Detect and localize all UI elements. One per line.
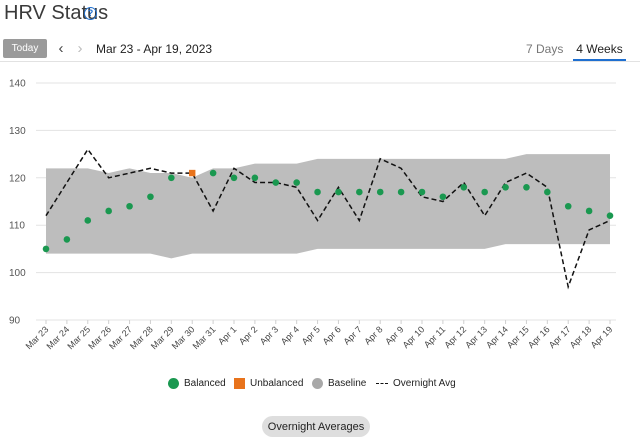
balanced-point [147, 193, 154, 201]
tab-7-days[interactable]: 7 Days [526, 42, 564, 56]
unbalanced-swatch [234, 378, 245, 389]
balanced-point [439, 193, 447, 201]
date-range-label: Mar 23 - Apr 19, 2023 [96, 42, 213, 56]
legend-balanced-label: Balanced [184, 378, 226, 389]
balanced-point [606, 212, 614, 220]
y-tick-label: 100 [9, 268, 26, 279]
balanced-point [481, 188, 488, 196]
x-tick-label: Apr 17 [547, 324, 573, 350]
legend-overnight-avg-label: Overnight Avg [393, 378, 456, 389]
y-tick-label: 130 [9, 126, 26, 137]
balanced-point [335, 188, 342, 196]
overnight-avg-line [45, 148, 611, 290]
x-tick-label: Apr 11 [422, 324, 447, 349]
balanced-point [460, 183, 468, 191]
x-tick-label: Apr 13 [463, 324, 489, 350]
page-title: HRV Status [4, 2, 109, 24]
y-tick-label: 90 [9, 316, 21, 327]
overnight-averages-button[interactable]: Overnight Averages [262, 416, 370, 437]
y-tick-label: 120 [9, 173, 26, 184]
baseline-band [46, 154, 610, 259]
balanced-point [251, 174, 259, 182]
x-tick-label: Mar 31 [191, 324, 218, 351]
x-tick-label: Apr 6 [321, 324, 343, 346]
balanced-point [397, 188, 405, 196]
x-tick-label: Apr 18 [568, 324, 594, 350]
x-tick-label: Apr 12 [442, 324, 468, 350]
chart-legend: Balanced Unbalanced Baseline Overnight A… [0, 378, 640, 394]
help-icon[interactable]: ? [84, 7, 97, 20]
today-button[interactable]: Today [3, 39, 47, 58]
x-tick-label: Apr 2 [237, 324, 259, 346]
x-tick-label: Apr 10 [401, 324, 427, 350]
header-divider [0, 61, 640, 62]
balanced-point [356, 188, 363, 196]
balanced-point [209, 169, 217, 177]
x-tick-label: Apr 7 [341, 324, 363, 346]
balanced-swatch [168, 378, 179, 389]
legend-unbalanced[interactable]: Unbalanced [234, 378, 303, 389]
balanced-point [84, 217, 92, 224]
balanced-point [293, 179, 300, 186]
x-tick-label: Apr 3 [258, 324, 280, 346]
unbalanced-point [189, 169, 196, 177]
legend-balanced[interactable]: Balanced [168, 378, 226, 389]
balanced-point [272, 179, 280, 186]
chevron-right-icon[interactable]: › [77, 40, 83, 57]
legend-baseline-label: Baseline [328, 378, 367, 389]
x-tick-label: Apr 4 [279, 324, 301, 346]
tab-4-weeks[interactable]: 4 Weeks [573, 40, 626, 61]
x-tick-label: Apr 8 [362, 324, 384, 346]
balanced-point [585, 207, 593, 215]
legend-baseline[interactable]: Baseline [312, 378, 366, 389]
y-tick-label: 140 [9, 79, 26, 90]
overnight-avg-swatch [376, 383, 388, 384]
x-tick-label: Apr 19 [589, 324, 615, 350]
balanced-point [314, 188, 321, 196]
chevron-left-icon[interactable]: ‹ [58, 40, 64, 57]
x-tick-label: Apr 14 [484, 324, 510, 350]
x-tick-label: Apr 5 [300, 324, 322, 346]
legend-unbalanced-label: Unbalanced [250, 378, 304, 389]
x-tick-label: Apr 1 [216, 324, 238, 346]
x-tick-label: Apr 15 [505, 324, 531, 350]
balanced-point [168, 174, 175, 182]
baseline-swatch [312, 378, 323, 389]
balanced-point [105, 207, 112, 215]
balanced-point [502, 183, 509, 191]
balanced-point [63, 236, 71, 243]
balanced-point [523, 183, 530, 191]
y-tick-label: 110 [9, 221, 25, 232]
balanced-point [418, 188, 426, 196]
balanced-point [42, 245, 50, 253]
legend-overnight-avg[interactable]: Overnight Avg [376, 378, 456, 389]
x-tick-label: Apr 16 [526, 324, 552, 350]
balanced-point [544, 188, 551, 196]
balanced-point [564, 202, 572, 210]
balanced-point [126, 202, 133, 210]
balanced-point [376, 188, 384, 196]
balanced-point [230, 174, 238, 182]
